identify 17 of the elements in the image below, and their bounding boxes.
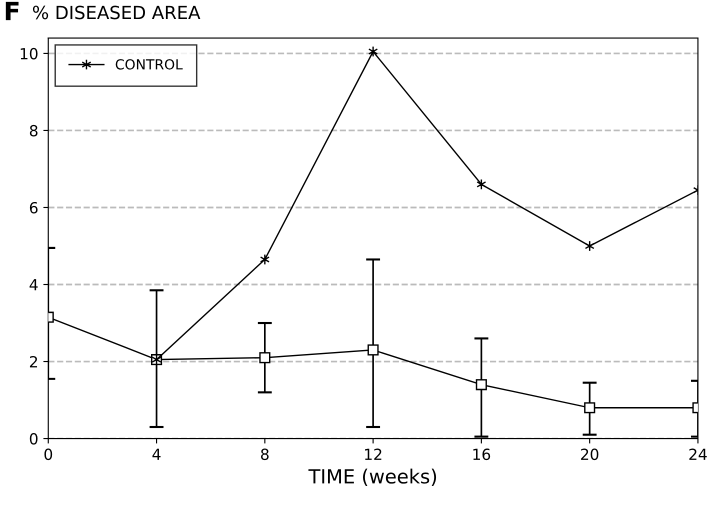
y-tick-label: 8 xyxy=(30,124,38,136)
x-axis-title: TIME (weeks) xyxy=(308,468,436,486)
y-tick-label: 6 xyxy=(30,202,38,214)
y-tick-label: 2 xyxy=(30,356,38,368)
x-tick-label: 12 xyxy=(365,448,382,460)
x-tick-label: 20 xyxy=(581,448,598,460)
x-tick-label: 4 xyxy=(152,448,161,460)
text: F xyxy=(6,2,19,20)
x-tick-label: 0 xyxy=(44,448,52,460)
x-tick-label: 8 xyxy=(261,448,269,460)
y-tick-label: 0 xyxy=(30,433,38,445)
y-tick-label: 10 xyxy=(20,48,38,60)
y-axis-title: % DISEASED AREA xyxy=(32,6,200,20)
legend-label: CONTROL xyxy=(116,59,183,70)
x-tick-label: 24 xyxy=(689,448,707,460)
y-tick-label: 4 xyxy=(30,279,38,290)
x-tick-label: 16 xyxy=(473,448,490,460)
